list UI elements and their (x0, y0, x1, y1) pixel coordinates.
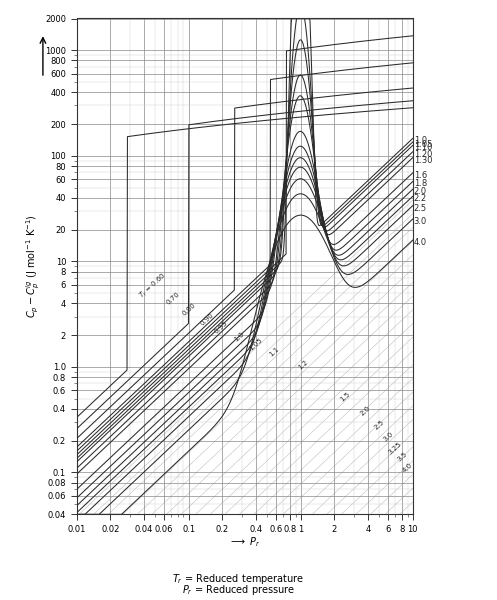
Text: 0.95: 0.95 (213, 320, 229, 335)
Text: 1.05: 1.05 (248, 337, 264, 352)
Text: 1.1: 1.1 (268, 346, 280, 358)
Text: 3.0: 3.0 (414, 217, 427, 226)
Text: 1.30: 1.30 (414, 155, 432, 164)
Text: 4.0: 4.0 (402, 462, 414, 474)
Text: $T_r$ = 0.60: $T_r$ = 0.60 (137, 271, 169, 301)
Text: 2.5: 2.5 (414, 203, 427, 212)
Text: $P_r$ = Reduced pressure: $P_r$ = Reduced pressure (182, 583, 295, 597)
Text: 0.80: 0.80 (181, 302, 196, 317)
Text: 1.6: 1.6 (414, 171, 427, 180)
Text: 1.20: 1.20 (414, 150, 432, 159)
Text: 0.90: 0.90 (199, 312, 215, 327)
Text: 3.0: 3.0 (382, 430, 394, 442)
Y-axis label: $C_p - C_p^{ig}$ (J mol$^{-1}$ K$^{-1}$): $C_p - C_p^{ig}$ (J mol$^{-1}$ K$^{-1}$) (25, 214, 42, 319)
Text: 1.8: 1.8 (414, 179, 427, 188)
Text: 3.5: 3.5 (396, 451, 408, 463)
Text: 3.25: 3.25 (388, 440, 403, 455)
Text: 4.0: 4.0 (414, 238, 427, 247)
Text: 2.0: 2.0 (359, 405, 372, 417)
Text: 1.5: 1.5 (339, 391, 351, 403)
Text: 1.0: 1.0 (414, 136, 427, 145)
Text: 2.5: 2.5 (373, 419, 385, 431)
Text: 0.70: 0.70 (165, 290, 180, 305)
Text: 1.10: 1.10 (414, 143, 432, 152)
Text: 2.2: 2.2 (414, 194, 427, 203)
Text: 1.2: 1.2 (297, 359, 309, 371)
X-axis label: $\longrightarrow$ $P_r$: $\longrightarrow$ $P_r$ (229, 535, 260, 549)
Text: 1.0: 1.0 (233, 330, 245, 342)
Text: $T_r$ = Reduced temperature: $T_r$ = Reduced temperature (172, 572, 305, 586)
Text: 1.05: 1.05 (414, 140, 432, 149)
Text: 2.0: 2.0 (414, 187, 427, 196)
